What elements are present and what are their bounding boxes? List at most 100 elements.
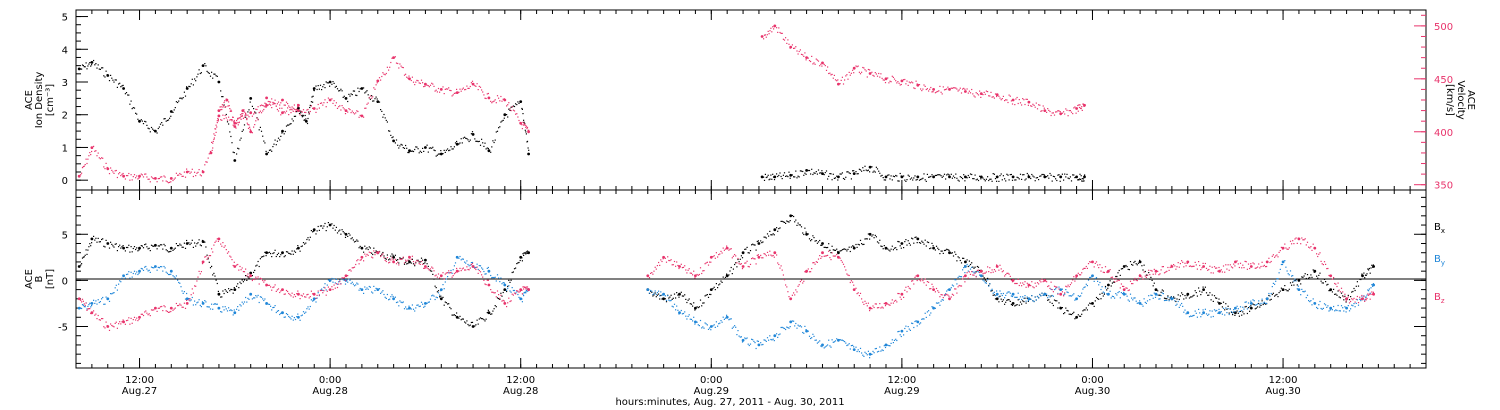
bottom-series-By-dot: [191, 296, 193, 299]
bottom-series-By-dot: [1047, 297, 1049, 299]
top-series-1-dot: [804, 52, 806, 54]
top-series-1-dot: [225, 117, 227, 119]
top-series-0-dot: [80, 68, 82, 70]
bottom-series-Bx-dot: [1022, 300, 1024, 302]
bottom-series-Bx-dot: [1279, 290, 1281, 292]
bottom-series-Bx-dot: [1067, 310, 1069, 312]
bottom-series-By-point: [995, 292, 999, 296]
bottom-series-By-dot: [1236, 305, 1238, 307]
bottom-series-By-dot: [845, 342, 847, 344]
bottom-series-Bx-dot: [215, 279, 217, 281]
top-series-1-dot: [205, 161, 207, 163]
bottom-series-Bx-dot: [1261, 300, 1263, 302]
top-series-1-dot: [1056, 111, 1058, 113]
bottom-series-Bx-dot: [1005, 301, 1007, 303]
top-series-1-dot: [462, 87, 464, 89]
bottom-series-By-dot: [466, 260, 468, 262]
bottom-series-Bz-dot: [112, 325, 114, 327]
top-series-0-dot: [1068, 178, 1070, 180]
top-series-2-dot: [217, 117, 219, 120]
top-series-1-dot: [968, 90, 970, 92]
bottom-series-Bx-dot: [115, 243, 117, 245]
top-series-1-dot: [813, 62, 815, 64]
bottom-series-Bx-dot: [737, 258, 739, 261]
bottom-series-Bz-dot: [905, 286, 907, 288]
top-series-1-dot: [960, 92, 963, 94]
top-series-1-dot: [351, 110, 353, 112]
bottom-series-Bz-dot: [206, 258, 208, 260]
top-series-0-dot: [433, 149, 435, 151]
top-series-1-dot: [985, 90, 987, 92]
top-series-0-dot: [208, 72, 210, 74]
top-series-0-dot: [795, 170, 797, 172]
top-series-1-dot: [477, 89, 479, 91]
bottom-series-Bz-dot: [1129, 280, 1132, 282]
bottom-series-Bz-dot: [857, 292, 859, 294]
bottom-series-By-dot: [147, 270, 149, 272]
bottom-series-Bz-dot: [776, 254, 778, 256]
bottom-series-Bx-dot: [254, 269, 256, 271]
top-series-1-dot: [89, 152, 91, 154]
bottom-series-Bx-dot: [1101, 292, 1103, 294]
bottom-series-Bx-dot: [287, 251, 289, 253]
bottom-series-By-dot: [408, 305, 410, 307]
top-series-1-dot: [1006, 99, 1008, 101]
bottom-series-By-dot: [339, 279, 341, 281]
bottom-series-Bz-dot: [1127, 289, 1129, 292]
bottom-series-Bz-dot: [872, 305, 874, 307]
bottom-series-By-dot: [1268, 292, 1270, 295]
top-series-1-dot: [867, 68, 869, 71]
bottom-series-Bx-dot: [162, 248, 164, 250]
top-series-1-dot: [101, 157, 103, 159]
bottom-series-Bz-dot: [93, 310, 95, 312]
bottom-series-Bx-dot: [353, 241, 356, 243]
bottom-series-Bx-dot: [222, 290, 224, 292]
bottom-series-By-dot: [140, 267, 142, 270]
top-series-1-dot: [80, 174, 82, 176]
bottom-series-By-dot: [1328, 310, 1330, 312]
top-series-2-dot: [272, 101, 274, 103]
top-series-2-dot: [244, 114, 246, 116]
bottom-series-Bz-dot: [241, 267, 243, 269]
bottom-series-Bz-dot: [306, 294, 308, 296]
bottom-series-By-dot: [391, 294, 393, 296]
top-series-2-dot: [257, 119, 259, 121]
bottom-series-Bz-dot: [987, 266, 989, 268]
bottom-series-Bz-dot: [744, 262, 746, 264]
bottom-series-By-dot: [805, 329, 807, 331]
top-series-0-point: [805, 169, 808, 172]
bottom-series-By-dot: [650, 289, 652, 292]
bottom-series-Bx-dot: [847, 248, 849, 250]
bottom-series-Bz-dot: [264, 279, 266, 282]
bottom-series-By-dot: [1333, 305, 1335, 308]
bottom-series-Bz-dot: [372, 257, 374, 259]
top-series-0-dot: [153, 129, 155, 131]
top-series-0-dot: [394, 142, 396, 144]
bottom-series-Bz-dot: [748, 266, 750, 268]
bottom-series-Bx-dot: [319, 225, 322, 227]
top-series-1-dot: [369, 95, 371, 97]
bottom-series-Bx-dot: [1046, 295, 1048, 297]
top-series-1-dot: [984, 93, 986, 95]
bottom-series-Bz-point: [1107, 269, 1110, 273]
top-series-0-dot: [916, 178, 918, 181]
bottom-series-Bx-dot: [1202, 286, 1204, 288]
top-series-1-dot: [771, 31, 773, 33]
top-series-0-dot: [213, 73, 215, 75]
bottom-series-Bz-point: [471, 265, 475, 268]
top-series-0-point: [106, 74, 110, 77]
top-series-0-dot: [380, 109, 382, 111]
top-series-0-point: [932, 175, 935, 179]
bottom-series-Bx-dot: [761, 242, 763, 244]
bottom-series-Bx-dot: [1188, 297, 1191, 299]
bottom-series-By-dot: [1148, 295, 1150, 297]
bottom-series-Bz-dot: [1090, 261, 1092, 263]
bottom-series-By-point: [1122, 292, 1126, 296]
bottom-series-Bx-dot: [1323, 278, 1326, 280]
bottom-series-Bz-dot: [938, 291, 940, 293]
top-series-0-dot: [233, 152, 235, 154]
bottom-series-Bx-dot: [855, 243, 857, 246]
bottom-series-Bx-dot: [184, 247, 187, 249]
bottom-series-By-dot: [721, 321, 723, 323]
top-series-1-dot: [899, 84, 901, 86]
